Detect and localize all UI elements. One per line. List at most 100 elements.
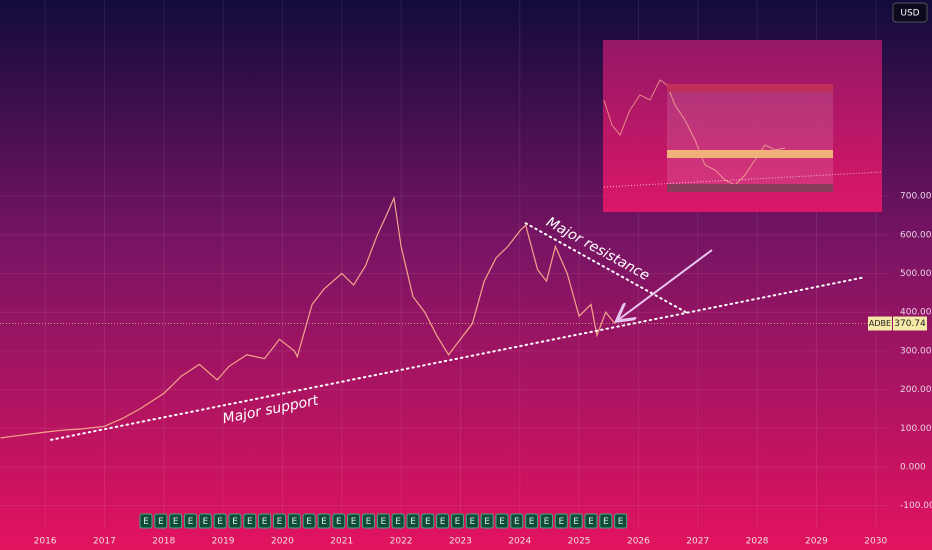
earnings-marker [599,513,613,529]
currency-button[interactable] [892,2,928,23]
earnings-marker [525,513,539,529]
earnings-label: E [173,517,179,527]
y-tick-label: 600.000 [900,230,932,240]
trendline [50,276,865,441]
y-tick-label: 500.000 [900,269,932,279]
earnings-marker [287,513,301,529]
earnings-label: E [202,517,208,527]
earnings-marker [554,513,568,529]
earnings-label: E [603,517,609,527]
earnings-marker [347,513,361,529]
x-tick-label: 2021 [330,537,353,547]
price-tag [893,316,927,331]
price-line [0,195,616,439]
earnings-marker [465,513,479,529]
x-tick-label: 2027 [686,537,709,547]
x-tick-label: 2025 [568,537,591,547]
earnings-label: E [217,517,223,527]
symbol-tag [868,316,892,331]
earnings-label: E [573,517,579,527]
x-tick-label: 2018 [152,537,175,547]
y-tick-label: -100.000 [900,501,932,511]
earnings-label: E [291,517,297,527]
earnings-label: E [455,517,461,527]
earnings-label: E [425,517,431,527]
earnings-marker [421,513,435,529]
y-tick-label: 700.000 [900,192,932,202]
earnings-marker [495,513,509,529]
earnings-label: E [469,517,475,527]
earnings-label: E [484,517,490,527]
earnings-marker [213,513,227,529]
inset-band [667,150,833,158]
inset-band [667,184,833,192]
x-tick-label: 2029 [805,537,828,547]
earnings-label: E [558,517,564,527]
earnings-label: E [366,517,372,527]
y-tick-label: 200.000 [900,385,932,395]
earnings-marker [317,513,331,529]
earnings-marker [302,513,316,529]
y-tick-label: 100.000 [900,424,932,434]
earnings-marker [539,513,553,529]
inset-image [603,40,883,212]
earnings-label: E [544,517,550,527]
y-tick-label: 0.000 [900,462,926,472]
earnings-label: E [618,517,624,527]
earnings-marker [376,513,390,529]
earnings-marker [361,513,375,529]
x-tick-label: 2023 [449,537,472,547]
inset-band [667,84,833,92]
earnings-label: E [514,517,520,527]
x-tick-label: 2028 [746,537,769,547]
earnings-marker [183,513,197,529]
earnings-label: E [232,517,238,527]
earnings-label: E [188,517,194,527]
earnings-marker [272,513,286,529]
earnings-label: E [306,517,312,527]
x-tick-label: 2024 [508,537,531,547]
arrow [618,249,713,320]
earnings-label: E [499,517,505,527]
earnings-label: E [410,517,416,527]
earnings-marker [169,513,183,529]
earnings-marker [139,513,153,529]
earnings-label: E [588,517,594,527]
earnings-label: E [247,517,253,527]
earnings-marker [332,513,346,529]
earnings-marker [450,513,464,529]
earnings-marker [584,513,598,529]
y-tick-label: 300.000 [900,346,932,356]
earnings-marker [198,513,212,529]
x-tick-label: 2020 [271,537,294,547]
earnings-marker [406,513,420,529]
earnings-marker [480,513,494,529]
price-label: 370.74 [894,319,926,329]
earnings-label: E [395,517,401,527]
earnings-marker [391,513,405,529]
x-tick-label: 2019 [212,537,235,547]
inset-box [667,84,833,191]
currency-label: USD [900,9,919,19]
symbol-label: ADBE [869,319,891,328]
earnings-marker [228,513,242,529]
earnings-marker [154,513,168,529]
x-tick-label: 2030 [864,537,887,547]
earnings-marker [569,513,583,529]
earnings-label: E [336,517,342,527]
earnings-marker [614,513,628,529]
earnings-label: E [380,517,386,527]
earnings-label: E [321,517,327,527]
earnings-label: E [262,517,268,527]
x-tick-label: 2016 [34,537,57,547]
x-tick-label: 2017 [93,537,116,547]
earnings-label: E [351,517,357,527]
earnings-label: E [143,517,149,527]
x-tick-label: 2026 [627,537,650,547]
earnings-label: E [440,517,446,527]
earnings-label: E [158,517,164,527]
earnings-label: E [277,517,283,527]
earnings-marker [258,513,272,529]
inset-price [603,79,786,186]
